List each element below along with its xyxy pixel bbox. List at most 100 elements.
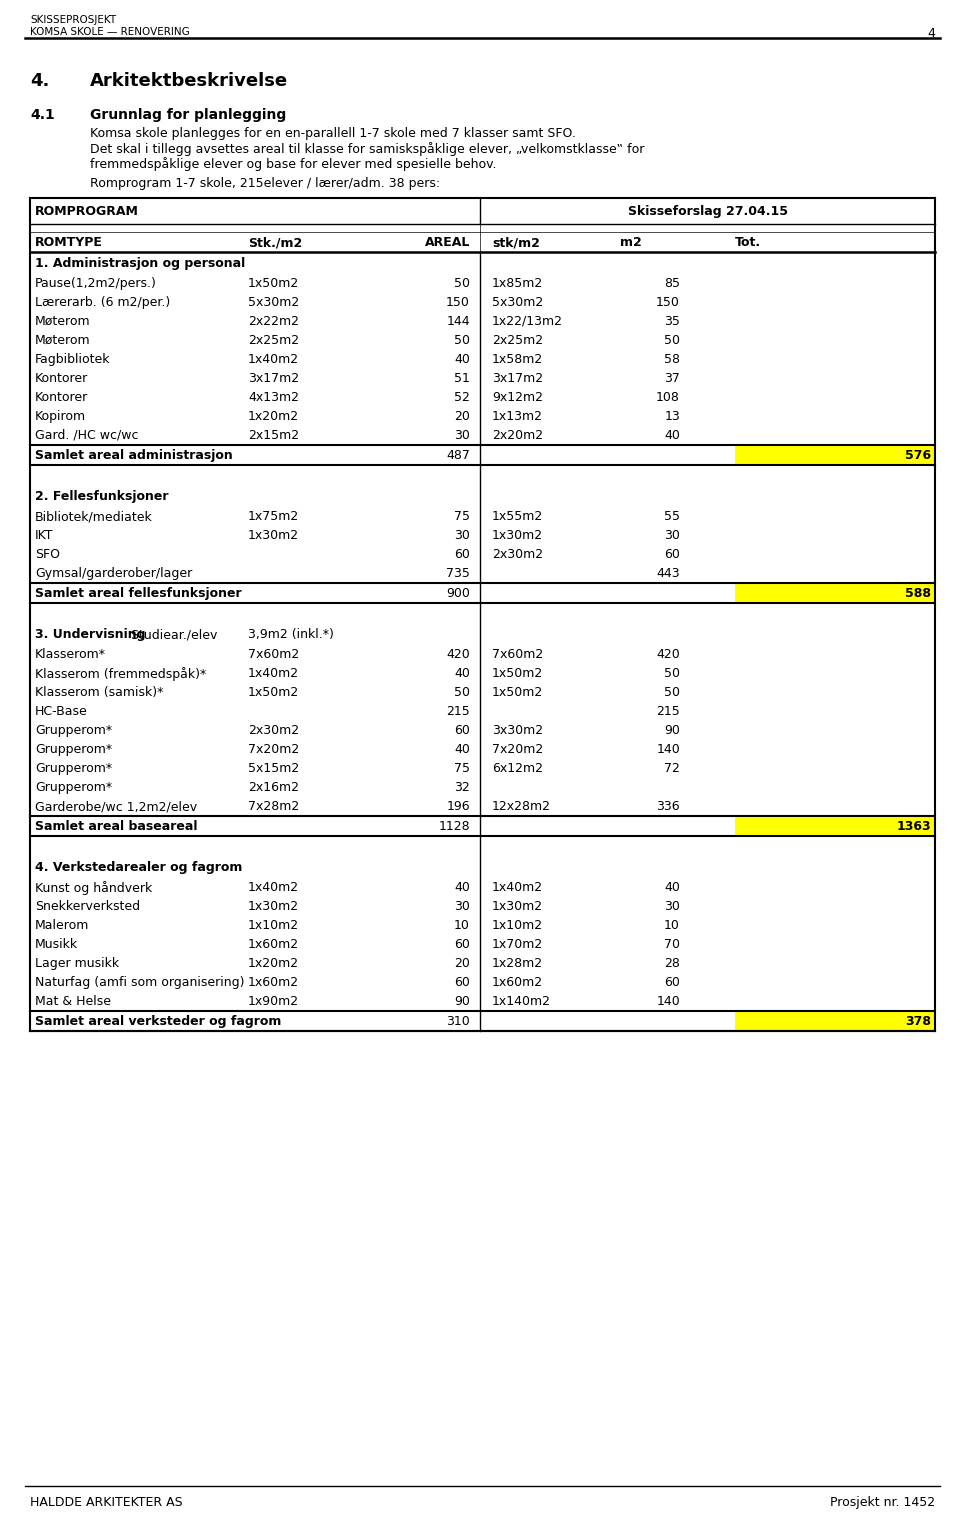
Text: Stk./m2: Stk./m2 bbox=[248, 236, 302, 248]
Text: Romprogram 1-7 skole, 215elever / lærer/adm. 38 pers:: Romprogram 1-7 skole, 215elever / lærer/… bbox=[90, 177, 440, 189]
Text: Kontorer: Kontorer bbox=[35, 372, 88, 385]
Text: 55: 55 bbox=[664, 510, 680, 522]
Text: Prosjekt nr. 1452: Prosjekt nr. 1452 bbox=[829, 1496, 935, 1509]
Text: 1128: 1128 bbox=[439, 821, 470, 833]
Text: 50: 50 bbox=[664, 686, 680, 699]
Text: 40: 40 bbox=[454, 353, 470, 366]
Text: stk/m2: stk/m2 bbox=[492, 236, 540, 248]
Text: Mat & Helse: Mat & Helse bbox=[35, 995, 111, 1008]
Text: Grupperom*: Grupperom* bbox=[35, 743, 112, 755]
Text: 10: 10 bbox=[454, 919, 470, 933]
Text: 6x12m2: 6x12m2 bbox=[492, 762, 543, 775]
Text: 144: 144 bbox=[446, 315, 470, 329]
Text: 900: 900 bbox=[446, 587, 470, 600]
Text: 60: 60 bbox=[454, 939, 470, 951]
Text: 1x90m2: 1x90m2 bbox=[248, 995, 300, 1008]
Text: 52: 52 bbox=[454, 391, 470, 404]
Text: Samlet areal administrasjon: Samlet areal administrasjon bbox=[35, 450, 232, 462]
Text: Møterom: Møterom bbox=[35, 335, 90, 347]
Text: 3x17m2: 3x17m2 bbox=[248, 372, 300, 385]
Bar bbox=[735, 583, 935, 603]
Text: 37: 37 bbox=[664, 372, 680, 385]
Bar bbox=[735, 445, 935, 465]
Text: 58: 58 bbox=[664, 353, 680, 366]
Bar bbox=[735, 816, 935, 836]
Text: 32: 32 bbox=[454, 781, 470, 793]
Text: 35: 35 bbox=[664, 315, 680, 329]
Text: m2: m2 bbox=[620, 236, 641, 248]
Text: 5x30m2: 5x30m2 bbox=[492, 297, 543, 309]
Text: 2x25m2: 2x25m2 bbox=[248, 335, 300, 347]
Text: 5x15m2: 5x15m2 bbox=[248, 762, 300, 775]
Text: ROMPROGRAM: ROMPROGRAM bbox=[35, 204, 139, 218]
Text: 1x50m2: 1x50m2 bbox=[248, 686, 300, 699]
Text: 1x30m2: 1x30m2 bbox=[248, 528, 300, 542]
Text: 150: 150 bbox=[446, 297, 470, 309]
Text: 1x50m2: 1x50m2 bbox=[492, 668, 543, 680]
Text: Grupperom*: Grupperom* bbox=[35, 762, 112, 775]
Text: Garderobe/wc 1,2m2/elev: Garderobe/wc 1,2m2/elev bbox=[35, 799, 197, 813]
Text: 735: 735 bbox=[446, 568, 470, 580]
Text: 2. Fellesfunksjoner: 2. Fellesfunksjoner bbox=[35, 491, 169, 503]
Text: AREAL: AREAL bbox=[424, 236, 470, 248]
Text: 13: 13 bbox=[664, 410, 680, 422]
Text: 60: 60 bbox=[664, 548, 680, 562]
Text: 1x58m2: 1x58m2 bbox=[492, 353, 543, 366]
Text: 1x30m2: 1x30m2 bbox=[492, 899, 543, 913]
Text: 40: 40 bbox=[664, 428, 680, 442]
Text: 70: 70 bbox=[664, 939, 680, 951]
Text: 3,9m2 (inkl.*): 3,9m2 (inkl.*) bbox=[248, 628, 334, 640]
Text: 2x25m2: 2x25m2 bbox=[492, 335, 543, 347]
Text: 28: 28 bbox=[664, 957, 680, 970]
Text: 1x70m2: 1x70m2 bbox=[492, 939, 543, 951]
Text: Arkitektbeskrivelse: Arkitektbeskrivelse bbox=[90, 73, 288, 89]
Text: 7x60m2: 7x60m2 bbox=[248, 648, 300, 662]
Text: Snekkerverksted: Snekkerverksted bbox=[35, 899, 140, 913]
Text: Tot.: Tot. bbox=[735, 236, 761, 248]
Text: 40: 40 bbox=[454, 668, 470, 680]
Text: Skisseforslag 27.04.15: Skisseforslag 27.04.15 bbox=[628, 204, 787, 218]
Text: 487: 487 bbox=[446, 450, 470, 462]
Text: KOMSA SKOLE — RENOVERING: KOMSA SKOLE — RENOVERING bbox=[30, 27, 190, 36]
Text: 4: 4 bbox=[927, 27, 935, 39]
Text: 2x15m2: 2x15m2 bbox=[248, 428, 300, 442]
Text: 2x22m2: 2x22m2 bbox=[248, 315, 299, 329]
Text: 443: 443 bbox=[657, 568, 680, 580]
Text: SKISSEPROSJEKT: SKISSEPROSJEKT bbox=[30, 15, 116, 26]
Text: 90: 90 bbox=[454, 995, 470, 1008]
Text: 1x22/13m2: 1x22/13m2 bbox=[492, 315, 563, 329]
Text: 1x40m2: 1x40m2 bbox=[492, 881, 543, 893]
Text: 1x140m2: 1x140m2 bbox=[492, 995, 551, 1008]
Text: 7x60m2: 7x60m2 bbox=[492, 648, 543, 662]
Text: 5x30m2: 5x30m2 bbox=[248, 297, 300, 309]
Text: 3x30m2: 3x30m2 bbox=[492, 724, 543, 737]
Text: 4.: 4. bbox=[30, 73, 49, 89]
Text: Klasserom*: Klasserom* bbox=[35, 648, 106, 662]
Text: 140: 140 bbox=[657, 995, 680, 1008]
Text: fremmedspåklige elever og base for elever med spesielle behov.: fremmedspåklige elever og base for eleve… bbox=[90, 157, 496, 171]
Text: 20: 20 bbox=[454, 410, 470, 422]
Text: 60: 60 bbox=[664, 977, 680, 989]
Text: 108: 108 bbox=[656, 391, 680, 404]
Text: 7x20m2: 7x20m2 bbox=[492, 743, 543, 755]
Text: Studiear./elev: Studiear./elev bbox=[127, 628, 217, 640]
Text: 420: 420 bbox=[657, 648, 680, 662]
Text: SFO: SFO bbox=[35, 548, 60, 562]
Text: 310: 310 bbox=[446, 1014, 470, 1028]
Text: Møterom: Møterom bbox=[35, 315, 90, 329]
Text: 3. Undervisning: 3. Undervisning bbox=[35, 628, 146, 640]
Text: 30: 30 bbox=[454, 428, 470, 442]
Text: 7x20m2: 7x20m2 bbox=[248, 743, 300, 755]
Text: 2x16m2: 2x16m2 bbox=[248, 781, 299, 793]
Text: Malerom: Malerom bbox=[35, 919, 89, 933]
Text: 40: 40 bbox=[664, 881, 680, 893]
Text: Klasserom (samisk)*: Klasserom (samisk)* bbox=[35, 686, 163, 699]
Text: 1x55m2: 1x55m2 bbox=[492, 510, 543, 522]
Text: 1x10m2: 1x10m2 bbox=[248, 919, 300, 933]
Text: 9x12m2: 9x12m2 bbox=[492, 391, 543, 404]
Text: 420: 420 bbox=[446, 648, 470, 662]
Text: 85: 85 bbox=[664, 277, 680, 291]
Text: Naturfag (amfi som organisering): Naturfag (amfi som organisering) bbox=[35, 977, 245, 989]
Text: Klasserom (fremmedspåk)*: Klasserom (fremmedspåk)* bbox=[35, 668, 206, 681]
Text: 75: 75 bbox=[454, 510, 470, 522]
